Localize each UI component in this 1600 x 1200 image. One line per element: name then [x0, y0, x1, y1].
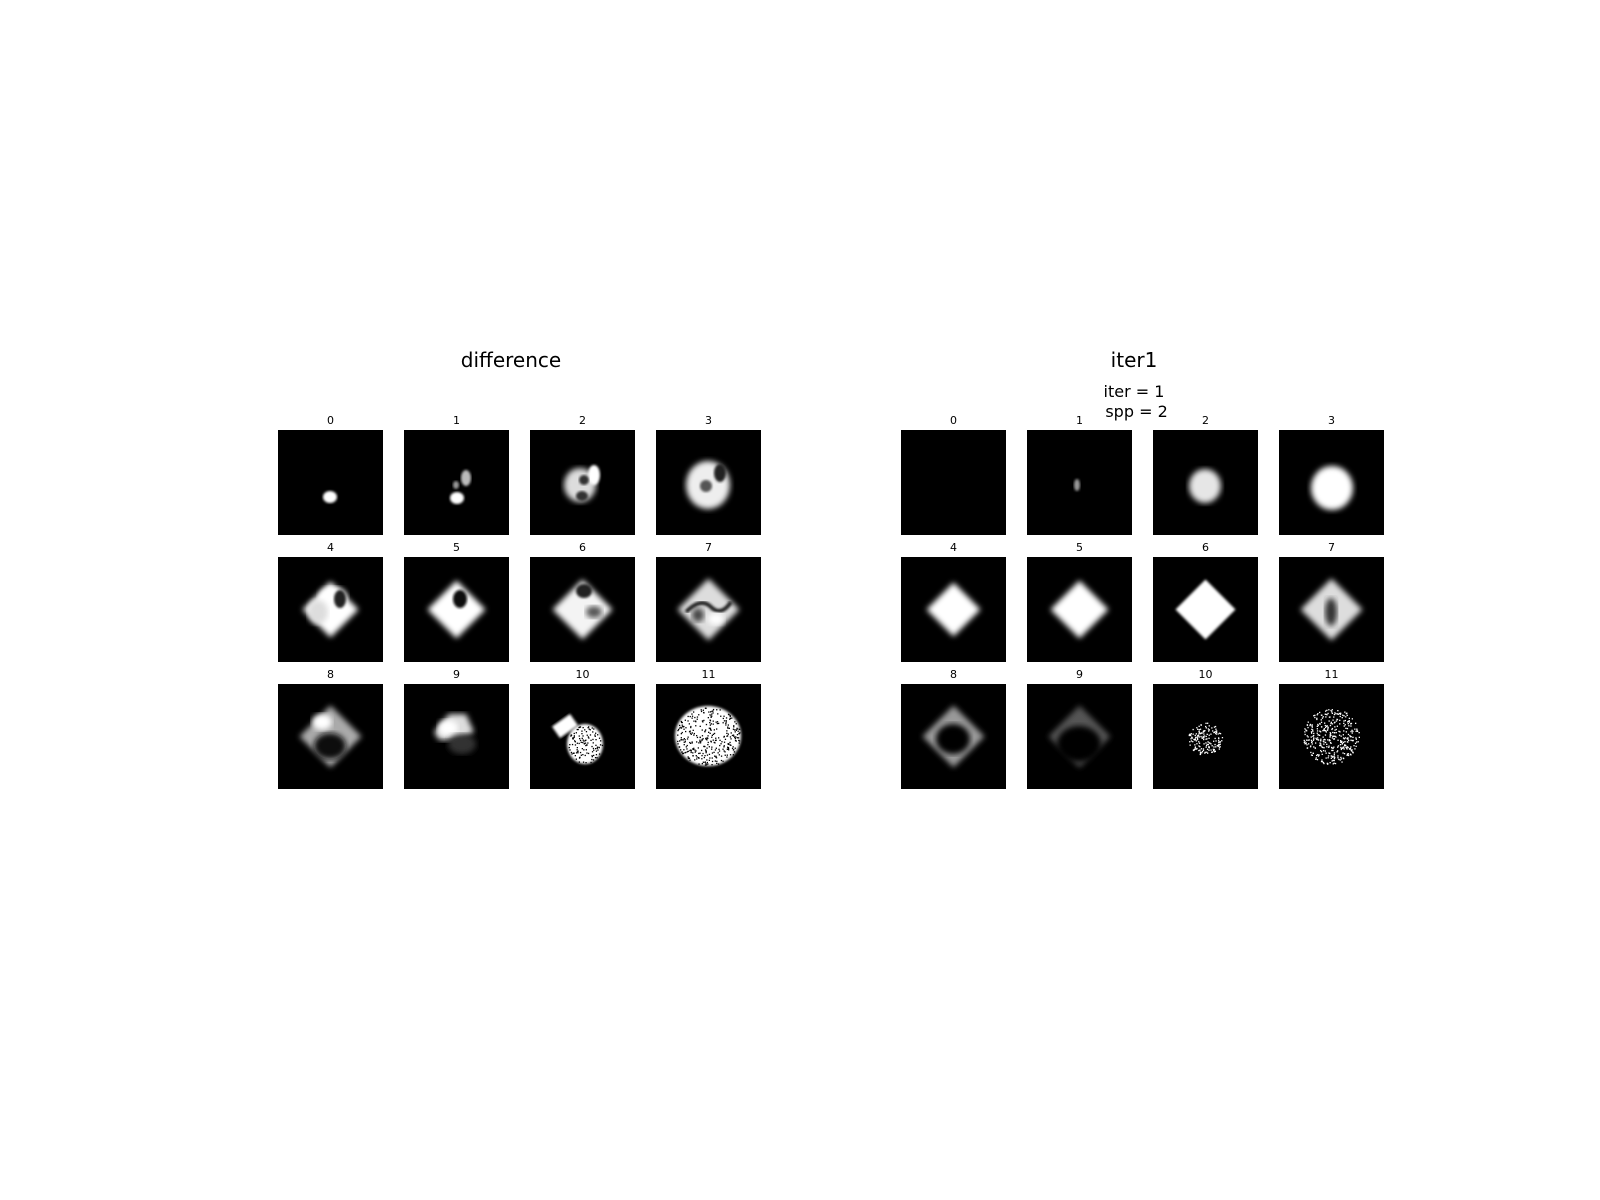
tile-image	[323, 491, 337, 503]
tile-image	[1050, 580, 1109, 639]
iter1-tile-label-9: 9	[1076, 668, 1083, 681]
difference-tile-label-3: 3	[705, 414, 712, 427]
tile-image	[1175, 579, 1236, 640]
iter1-tile-label-3: 3	[1328, 414, 1335, 427]
right-panel-suptitle-iter: iter = 1	[1103, 382, 1165, 401]
iter1-tile-7	[1279, 557, 1384, 662]
tile-image	[922, 705, 985, 768]
difference-tile-5	[404, 557, 509, 662]
iter1-tile-5	[1027, 557, 1132, 662]
iter1-tile-9	[1027, 684, 1132, 789]
difference-tile-label-10: 10	[575, 668, 590, 681]
right-panel-title: iter1	[1110, 348, 1158, 372]
difference-tile-label-9: 9	[453, 668, 460, 681]
iter1-tile-label-7: 7	[1328, 541, 1335, 554]
iter1-tile-label-11: 11	[1324, 668, 1339, 681]
tile-image	[551, 713, 604, 764]
tile-image	[302, 581, 359, 638]
iter1-tile-label-10: 10	[1198, 668, 1213, 681]
difference-tile-2	[530, 430, 635, 535]
difference-tile-label-0: 0	[327, 414, 334, 427]
tile-image	[427, 580, 486, 639]
difference-tile-3	[656, 430, 761, 535]
difference-tile-11	[656, 684, 761, 789]
difference-tile-10	[530, 684, 635, 789]
difference-tile-label-5: 5	[453, 541, 460, 554]
tile-image	[1311, 466, 1353, 510]
tile-image	[552, 579, 613, 640]
iter1-tile-2	[1153, 430, 1258, 535]
tile-image	[926, 582, 981, 637]
difference-tile-label-11: 11	[701, 668, 716, 681]
difference-tile-label-7: 7	[705, 541, 712, 554]
iter1-tile-0	[901, 430, 1006, 535]
difference-tile-4	[278, 557, 383, 662]
difference-tile-label-8: 8	[327, 668, 334, 681]
tile-image	[434, 714, 476, 754]
tile-image	[1303, 709, 1360, 765]
iter1-tile-label-1: 1	[1076, 414, 1083, 427]
difference-tile-label-6: 6	[579, 541, 586, 554]
tile-image	[564, 465, 600, 502]
difference-tile-8	[278, 684, 383, 789]
iter1-tile-label-2: 2	[1202, 414, 1209, 427]
difference-tile-7	[656, 557, 761, 662]
tile-image	[450, 470, 471, 504]
iter1-tile-1	[1027, 430, 1132, 535]
iter1-tile-label-4: 4	[950, 541, 957, 554]
tile-image	[1189, 469, 1221, 503]
iter1-tile-11	[1279, 684, 1384, 789]
iter1-tile-label-8: 8	[950, 668, 957, 681]
iter1-tile-label-6: 6	[1202, 541, 1209, 554]
difference-tile-label-2: 2	[579, 414, 586, 427]
right-panel-suptitle-spp: spp = 2	[1100, 402, 1168, 421]
iter1-tile-4	[901, 557, 1006, 662]
tile-image	[299, 705, 362, 768]
tile-image	[901, 430, 1006, 535]
tile-image	[675, 706, 741, 766]
tile-image	[686, 461, 730, 509]
iter1-tile-label-0: 0	[950, 414, 957, 427]
difference-tile-label-1: 1	[453, 414, 460, 427]
iter1-tile-6	[1153, 557, 1258, 662]
difference-tile-1	[404, 430, 509, 535]
difference-tile-9	[404, 684, 509, 789]
difference-tile-6	[530, 557, 635, 662]
tile-image	[1074, 479, 1080, 491]
iter1-tile-3	[1279, 430, 1384, 535]
tile-image	[1048, 705, 1111, 768]
iter1-tile-8	[901, 684, 1006, 789]
tile-image	[1300, 578, 1363, 641]
tile-image	[677, 578, 740, 641]
iter1-tile-label-5: 5	[1076, 541, 1083, 554]
iter1-tile-10	[1153, 684, 1258, 789]
difference-tile-0	[278, 430, 383, 535]
left-panel-title: difference	[460, 348, 562, 372]
difference-tile-label-4: 4	[327, 541, 334, 554]
tile-image	[1188, 722, 1224, 756]
